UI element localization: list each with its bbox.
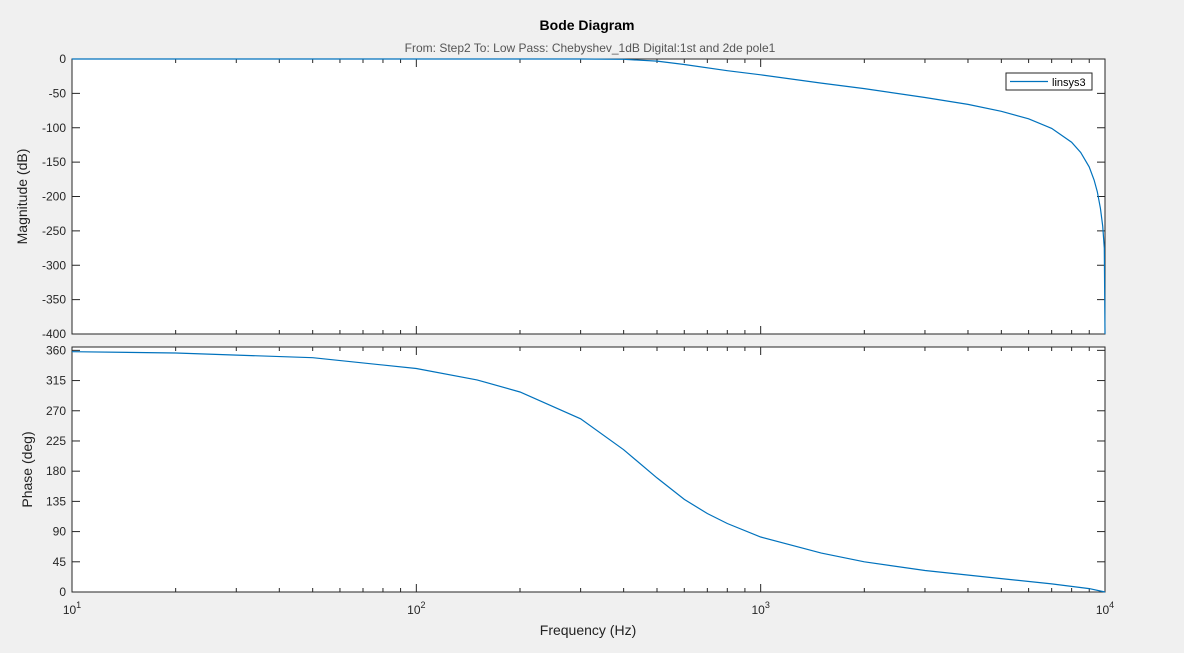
x-tick-label: 103 bbox=[751, 600, 769, 617]
magnitude-y-tick-label: -400 bbox=[42, 327, 66, 341]
chart-subtitle: From: Step2 To: Low Pass: Chebyshev_1dB … bbox=[405, 41, 776, 55]
x-tick-label: 102 bbox=[407, 600, 425, 617]
magnitude-y-tick-label: -100 bbox=[42, 121, 66, 135]
magnitude-y-tick-label: -50 bbox=[49, 86, 67, 100]
phase-y-tick-label: 180 bbox=[46, 464, 66, 478]
magnitude-y-tick-label: 0 bbox=[59, 52, 66, 66]
x-tick-label: 101 bbox=[63, 600, 81, 617]
magnitude-y-tick-label: -200 bbox=[42, 190, 66, 204]
phase-y-tick-label: 315 bbox=[46, 374, 66, 388]
magnitude-panel: 0 -50 -100 -150 -200 -250 -300 -350 -400 Magnitud… bbox=[14, 52, 1106, 341]
magnitude-plot-area bbox=[72, 59, 1105, 334]
phase-y-tick-label: 360 bbox=[46, 343, 66, 357]
x-tick-label: 104 bbox=[1096, 600, 1114, 617]
magnitude-y-axis-label: Magnitude (dB) bbox=[14, 149, 30, 245]
magnitude-y-tick-label: -350 bbox=[42, 293, 66, 307]
phase-y-tick-label: 45 bbox=[53, 555, 67, 569]
phase-y-tick-label: 225 bbox=[46, 434, 66, 448]
legend-box bbox=[1005, 72, 1093, 91]
phase-y-tick-label: 90 bbox=[53, 525, 67, 539]
phase-panel: 0 45 90 135 180 225 270 315 360 Phase (deg) bbox=[19, 343, 1106, 599]
chart-title: Bode Diagram bbox=[540, 17, 635, 33]
magnitude-y-tick-label: -150 bbox=[42, 155, 66, 169]
phase-series-line-linsys3 bbox=[71, 351, 1106, 593]
phase-y-tick-label: 0 bbox=[59, 585, 66, 599]
phase-axes-box bbox=[71, 346, 1106, 593]
legend-entry: linsys3 bbox=[1052, 77, 1086, 89]
magnitude-series-line-linsys3 bbox=[72, 58, 1106, 335]
phase-y-tick-label: 135 bbox=[46, 494, 66, 508]
x-axis-label: Frequency (Hz) bbox=[540, 622, 636, 638]
magnitude-y-tick-label: -250 bbox=[42, 224, 66, 238]
plot-panels: 0 -50 -100 -150 -200 -250 -300 -350 -400 Magnitud… bbox=[14, 52, 1114, 617]
phase-y-tick-label: 270 bbox=[46, 404, 66, 418]
phase-y-axis-label: Phase (deg) bbox=[19, 431, 35, 507]
magnitude-y-tick-label: -300 bbox=[42, 258, 66, 272]
phase-plot-area bbox=[72, 347, 1105, 592]
legend: linsys3 bbox=[1005, 72, 1093, 91]
